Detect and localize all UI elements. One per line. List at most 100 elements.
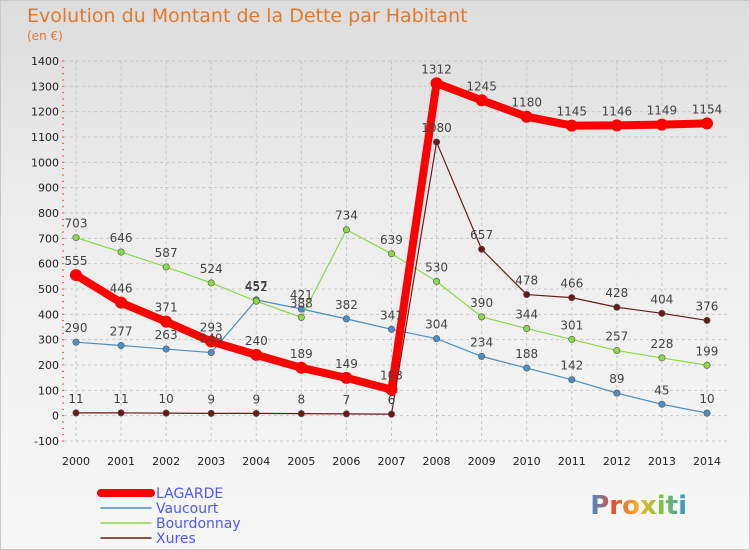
data-point-bourdonnay [342,226,350,234]
data-label-lagarde: 446 [110,282,133,296]
y-tick-label: 900 [38,182,59,195]
data-label-bourdonnay: 734 [335,209,358,223]
data-label-xures: 11 [68,392,83,406]
data-label-lagarde: 1146 [602,104,633,118]
y-tick-label: 1000 [31,156,59,169]
data-point-bourdonnay [117,248,125,256]
data-point-lagarde [160,315,173,328]
data-label-xures: 8 [298,393,306,407]
data-label-bourdonnay: 344 [515,308,538,322]
series-group [70,77,713,418]
data-label-vaucourt: 341 [380,308,403,322]
x-axis: 2000 2001 2002 2003 2004 2005 2006 2007 2008 2009… [62,455,721,468]
data-label-vaucourt: 188 [515,347,538,361]
x-tick-label: 2009 [468,455,496,468]
y-tick-label: 300 [38,334,59,347]
data-point-vaucourt [478,352,486,360]
data-label-xures: 11 [113,392,128,406]
y-tick-label: 700 [38,232,59,245]
data-label-xures: 1080 [421,121,452,135]
data-point-xures [433,138,441,146]
proxiti-logo: Proxiti [590,491,687,521]
data-label-vaucourt: 89 [609,372,624,386]
y-axis: -100 0 100 200 300 400 500 600 700 800 900 1000 1100… [31,55,64,448]
data-point-lagarde [520,110,533,123]
data-label-bourdonnay: 703 [65,217,88,231]
x-tick-label: 2002 [152,455,180,468]
chart-subtitle: (en €) [27,29,63,43]
data-point-xures [72,409,80,417]
data-label-bourdonnay: 228 [650,337,673,351]
data-point-vaucourt [207,349,215,357]
data-point-lagarde [115,296,128,309]
data-point-lagarde [205,335,218,348]
x-tick-label: 2013 [648,455,676,468]
data-label-vaucourt: 249 [200,332,223,346]
data-point-bourdonnay [207,279,215,287]
data-point-vaucourt [387,325,395,333]
y-tick-label: 1300 [31,80,59,93]
x-tick-label: 2008 [423,455,451,468]
data-point-lagarde [700,117,713,130]
data-point-xures [207,409,215,417]
data-point-vaucourt [433,335,441,343]
data-label-xures: 657 [470,228,493,242]
legend-label-xures: Xures [156,531,196,547]
data-label-xures: 9 [252,392,260,406]
data-label-vaucourt: 45 [654,383,669,397]
data-label-lagarde: 293 [200,320,223,334]
data-point-lagarde [565,119,578,132]
legend-label-vaucourt: Vaucourt [156,501,219,517]
data-point-lagarde [430,77,443,90]
data-label-bourdonnay: 639 [380,233,403,247]
data-label-bourdonnay: 452 [245,280,268,294]
grid [64,60,729,442]
y-tick-label: 600 [38,258,59,271]
data-point-bourdonnay [433,277,441,285]
data-label-xures: 10 [158,392,173,406]
y-tick-label: 100 [38,384,59,397]
data-point-xures [162,409,170,417]
data-labels: 5554463712932401891491031312124511801145… [65,62,723,407]
data-point-bourdonnay [162,263,170,271]
data-label-vaucourt: 421 [290,288,313,302]
data-point-bourdonnay [568,335,576,343]
data-label-lagarde: 1245 [466,79,497,93]
legend-label-bourdonnay: Bourdonnay [156,516,241,532]
data-point-xures [613,303,621,311]
data-point-xures [387,410,395,418]
data-label-xures: 6 [388,393,396,407]
data-point-vaucourt [342,315,350,323]
data-point-vaucourt [297,305,305,313]
data-point-bourdonnay [387,250,395,258]
data-point-xures [297,410,305,418]
data-point-vaucourt [117,341,125,349]
data-label-lagarde: 1145 [556,105,587,119]
data-point-xures [478,245,486,253]
y-tick-label: 800 [38,207,59,220]
data-label-lagarde: 1312 [421,62,452,76]
data-point-lagarde [295,361,308,374]
data-point-lagarde [340,371,353,384]
x-tick-label: 2000 [62,455,90,468]
data-point-bourdonnay [613,347,621,355]
chart-title: Evolution du Montant de la Dette par Hab… [27,5,468,27]
data-label-vaucourt: 277 [110,324,133,338]
y-tick-label: 200 [38,359,59,372]
data-label-vaucourt: 10 [699,392,714,406]
x-tick-label: 2006 [332,455,360,468]
data-label-vaucourt: 142 [560,359,583,373]
data-point-vaucourt [568,376,576,384]
data-point-bourdonnay [478,313,486,321]
data-point-vaucourt [658,400,666,408]
data-label-bourdonnay: 530 [425,260,448,274]
data-label-vaucourt: 382 [335,298,358,312]
data-point-bourdonnay [658,354,666,362]
data-point-xures [117,409,125,417]
x-tick-label: 2012 [603,455,631,468]
y-tick-label: 1100 [31,131,59,144]
data-label-vaucourt: 263 [155,328,178,342]
data-label-lagarde: 371 [155,301,178,315]
data-point-bourdonnay [703,361,711,369]
